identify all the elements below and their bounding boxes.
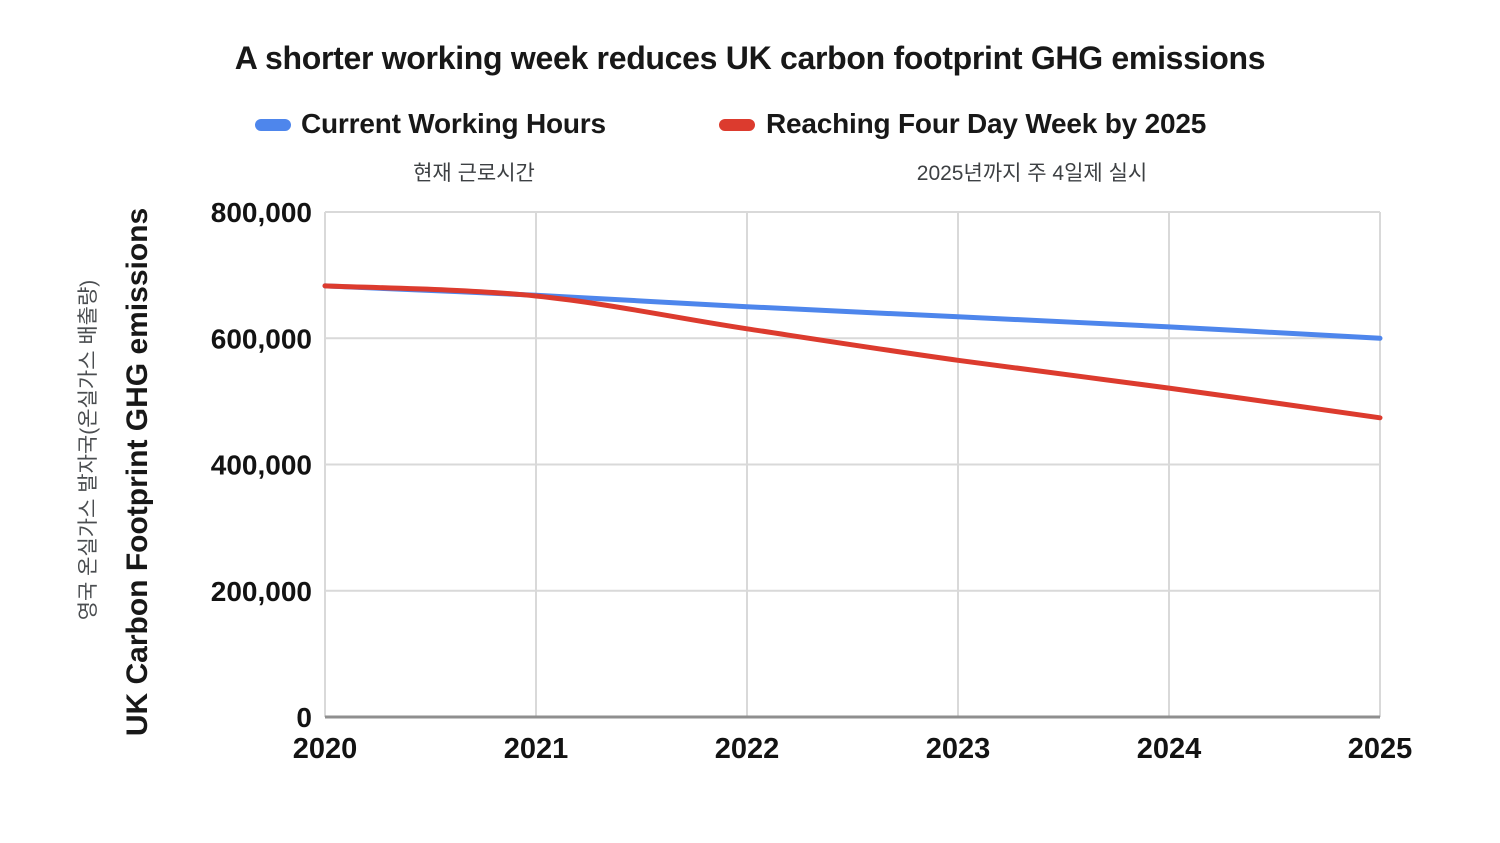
legend-marker-current-working-hours: [255, 119, 291, 131]
legend-marker-four-day-week: [719, 119, 755, 131]
x-tick-label: 2021: [504, 733, 569, 765]
legend-sublabel-korean-four-day-week: 2025년까지 주 4일제 실시: [916, 162, 1148, 185]
y-tick-label: 200,000: [211, 576, 312, 607]
legend-label-four-day-week: Reaching Four Day Week by 2025: [766, 108, 1207, 139]
x-tick-label: 2022: [715, 733, 780, 765]
y-tick-label: 800,000: [211, 197, 312, 228]
x-tick-label: 2020: [293, 733, 358, 765]
y-tick-label: 600,000: [211, 323, 312, 354]
y-tick-label: 400,000: [211, 450, 312, 481]
legend-sublabel-korean-current-working-hours: 현재 근로시간: [413, 162, 535, 185]
y-tick-label: 0: [296, 702, 312, 733]
chart-title: A shorter working week reduces UK carbon…: [234, 40, 1266, 76]
x-tick-label: 2025: [1348, 733, 1413, 765]
series-line-four-day-week: [322, 283, 1383, 421]
x-tick-label: 2023: [926, 733, 991, 765]
x-tick-label: 2024: [1137, 733, 1202, 765]
legend-label-current-working-hours: Current Working Hours: [301, 108, 606, 139]
